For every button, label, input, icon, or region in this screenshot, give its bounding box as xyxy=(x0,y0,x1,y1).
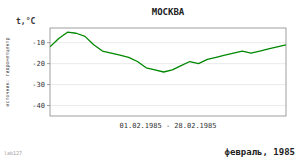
temperature-line xyxy=(50,32,286,72)
x-axis-label: 01.02.1985 - 28.02.1985 xyxy=(120,122,217,130)
plot-frame xyxy=(50,28,286,116)
footer: февраль, 1985 xyxy=(225,147,295,157)
tick-label: -20 xyxy=(32,60,45,68)
chart: -40 -30 -20 -10 МОСКВА t,°C 01.02.1985 - 28.02… xyxy=(0,0,300,160)
tick-mark xyxy=(47,84,50,85)
tick-mark xyxy=(47,105,50,106)
grid-line xyxy=(50,105,286,106)
plot-area xyxy=(50,28,286,116)
source-note: источник: гидрометцентр xyxy=(4,37,11,106)
tick-label: -30 xyxy=(32,81,45,89)
plot-marks xyxy=(50,32,286,72)
tick-mark xyxy=(47,42,50,43)
tick-mark xyxy=(47,63,50,64)
watermark: lab127 xyxy=(4,150,22,156)
title: МОСКВА xyxy=(152,7,185,17)
y-axis-label: t,°C xyxy=(16,17,35,26)
grid-line xyxy=(50,42,286,43)
tick-label: -10 xyxy=(32,39,45,47)
tick-label: -40 xyxy=(32,102,45,110)
grid-line xyxy=(50,63,286,64)
grid-line xyxy=(50,84,286,85)
